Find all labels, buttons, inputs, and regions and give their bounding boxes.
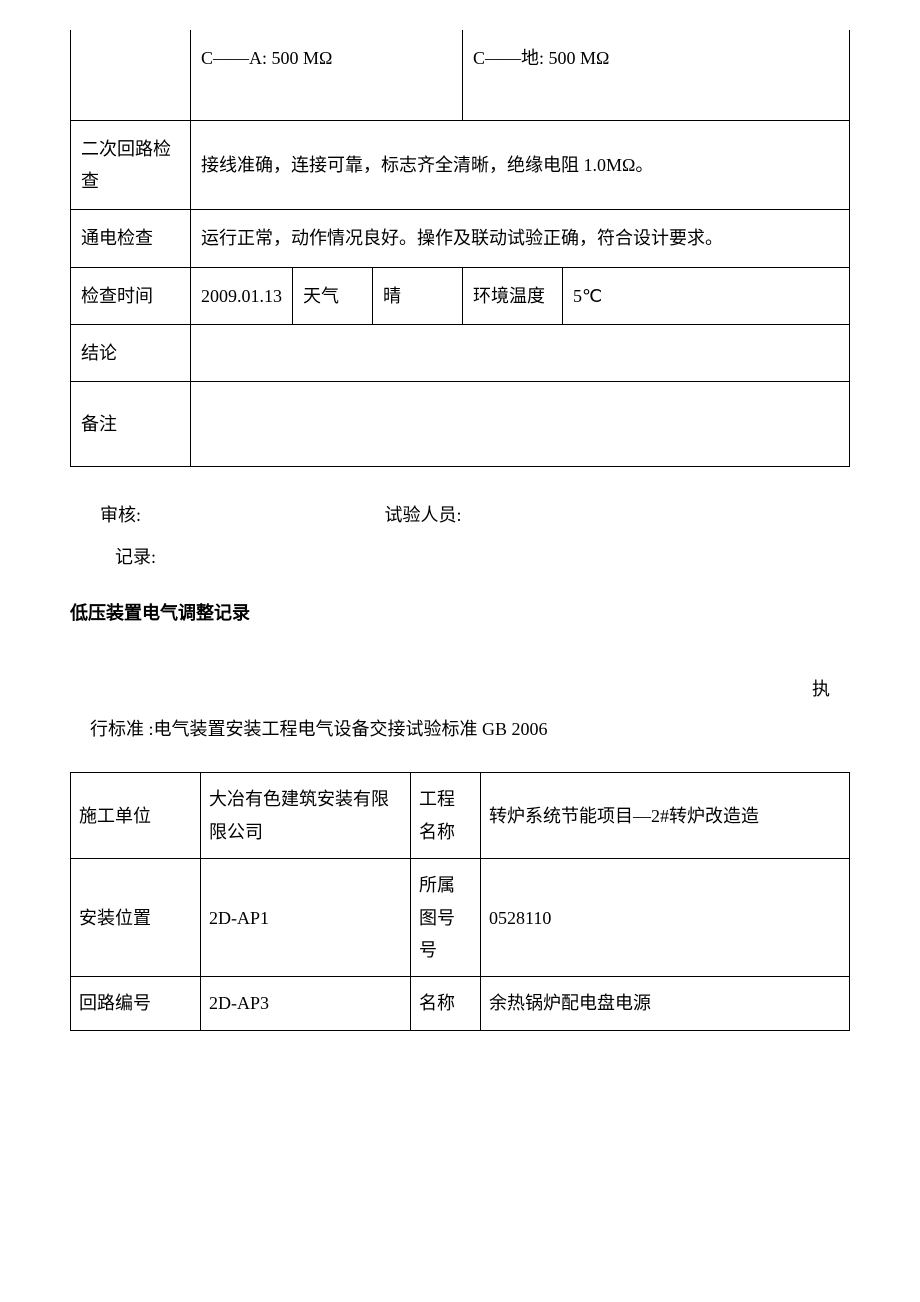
project-info-table: 施工单位 大冶有色建筑安装有限限公司 工程名称 转炉系统节能项目—2#转炉改造造…	[70, 772, 850, 1030]
standard-prefix: 执	[70, 675, 850, 701]
drawing-number-label: 所属图号号	[411, 859, 481, 977]
circuit-number-label: 回路编号	[71, 977, 201, 1030]
construction-unit-value: 大冶有色建筑安装有限限公司	[201, 773, 411, 859]
c-ground-value-cell: C——地: 500 MΩ	[463, 30, 850, 120]
weather-label: 天气	[293, 267, 373, 324]
power-check-value: 运行正常，动作情况良好。操作及联动试验正确，符合设计要求。	[191, 210, 850, 267]
weather-value: 晴	[373, 267, 463, 324]
recorder-label: 记录:	[70, 543, 850, 569]
name-value: 余热锅炉配电盘电源	[481, 977, 850, 1030]
circuit-number-value: 2D-AP3	[201, 977, 411, 1030]
check-date-value: 2009.01.13	[191, 267, 293, 324]
check-time-label: 检查时间	[71, 267, 191, 324]
construction-unit-label: 施工单位	[71, 773, 201, 859]
install-position-label: 安装位置	[71, 859, 201, 977]
project-name-label: 工程名称	[411, 773, 481, 859]
signature-line-1: 审核: 试验人员:	[70, 487, 850, 543]
empty-cell	[71, 30, 191, 120]
install-position-value: 2D-AP1	[201, 859, 411, 977]
name-label: 名称	[411, 977, 481, 1030]
conclusion-value	[191, 325, 850, 382]
temp-value: 5℃	[563, 267, 850, 324]
remarks-value	[191, 382, 850, 467]
section-title: 低压装置电气调整记录	[70, 599, 850, 625]
reviewer-label: 审核:	[100, 497, 380, 533]
temp-label: 环境温度	[463, 267, 563, 324]
secondary-circuit-value: 接线准确，连接可靠，标志齐全清晰，绝缘电阻 1.0MΩ。	[191, 120, 850, 210]
project-name-value: 转炉系统节能项目—2#转炉改造造	[481, 773, 850, 859]
conclusion-label: 结论	[71, 325, 191, 382]
inspection-table: C——A: 500 MΩ C——地: 500 MΩ 二次回路检查 接线准确，连接…	[70, 30, 850, 467]
power-check-label: 通电检查	[71, 210, 191, 267]
ca-value-cell: C——A: 500 MΩ	[191, 30, 463, 120]
remarks-label: 备注	[71, 382, 191, 467]
secondary-circuit-label: 二次回路检查	[71, 120, 191, 210]
tester-label: 试验人员:	[385, 497, 462, 533]
standard-line: 行标准 :电气装置安装工程电气设备交接试验标准 GB 2006	[70, 711, 850, 747]
drawing-number-value: 0528110	[481, 859, 850, 977]
